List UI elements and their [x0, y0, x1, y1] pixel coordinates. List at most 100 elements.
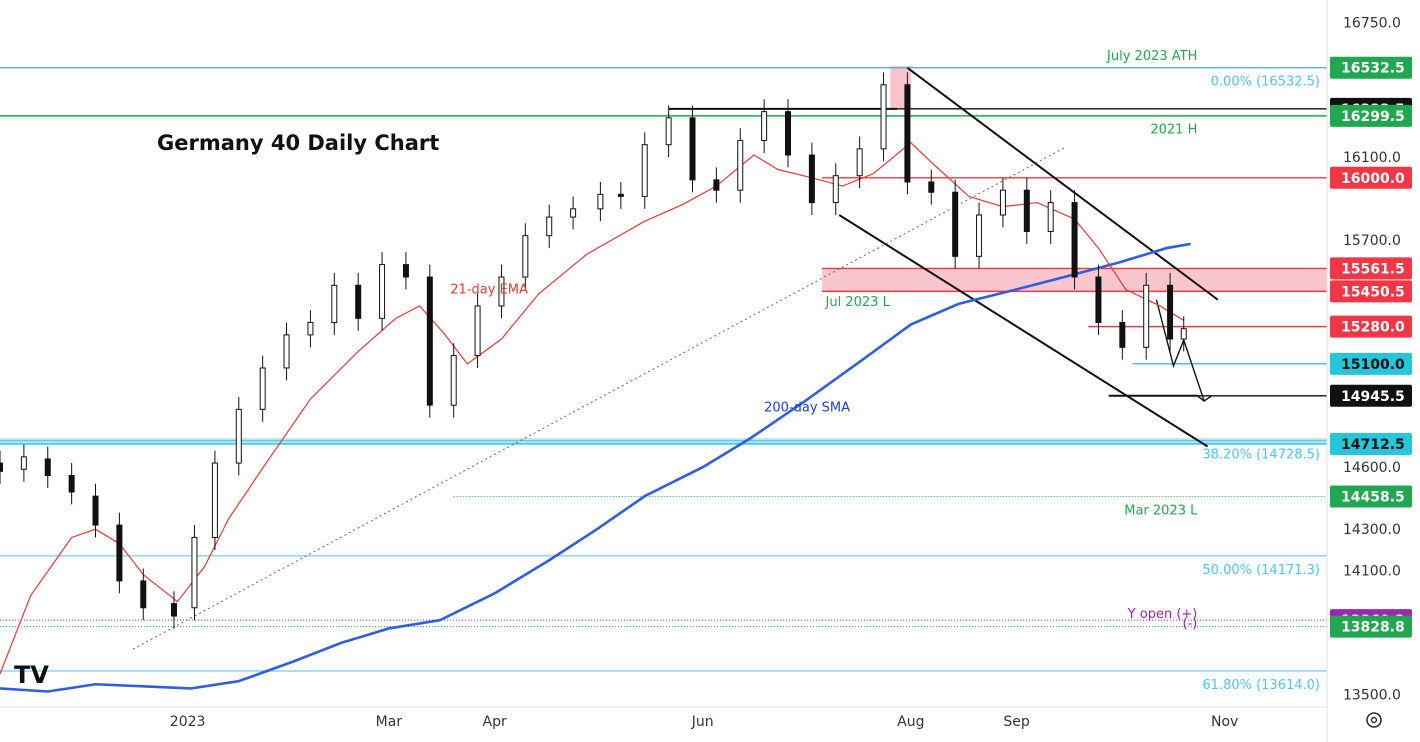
- annotation-2: Mar 2023 L: [1124, 504, 1198, 519]
- candle-body-7: [170, 603, 177, 617]
- candle-body-27: [641, 144, 648, 197]
- candle-body-24: [570, 208, 577, 218]
- trendline-channel-lower: [838, 214, 1209, 448]
- candle-body-6: [140, 580, 147, 609]
- x-tick-label-4: Aug: [897, 714, 924, 730]
- candle-body-20: [474, 305, 481, 357]
- price-badges: 16532.516333.516299.516000.015561.515450…: [1330, 56, 1412, 638]
- candle-body-46: [1095, 276, 1102, 323]
- candle-body-11: [259, 367, 266, 410]
- sma-200-line: [0, 242, 1191, 693]
- candle-body-13: [307, 321, 314, 336]
- y-tick-label-3: 14600.0: [1343, 460, 1401, 476]
- y-tick-label-0: 16750.0: [1343, 16, 1401, 32]
- y-tick-label-5: 14100.0: [1343, 564, 1401, 580]
- fib-label-1: 38.20% (14728.5): [1202, 448, 1320, 463]
- price-badge-label-6: 15280.0: [1341, 320, 1405, 336]
- price-badge-6: [1330, 315, 1412, 338]
- x-tick-label-5: Sep: [1003, 714, 1030, 730]
- candle-body-31: [737, 140, 744, 191]
- candle-body-18: [426, 276, 433, 406]
- x-tick-label-2: Apr: [483, 714, 507, 730]
- price-badge-9: [1330, 432, 1412, 455]
- candle-body-33: [785, 111, 792, 156]
- price-badge-2: [1330, 104, 1412, 127]
- trendline-channel-upper: [906, 67, 1219, 301]
- candle-body-22: [522, 235, 529, 278]
- candle-body-26: [617, 193, 624, 197]
- y-tick-label-1: 16100.0: [1343, 150, 1401, 166]
- candle-body-25: [597, 193, 604, 210]
- candle-body-43: [1023, 189, 1030, 233]
- candle-body-35: [832, 175, 839, 204]
- price-badge-4: [1330, 257, 1412, 280]
- tradingview-logo[interactable]: TV: [14, 661, 49, 689]
- candle-body-21: [498, 276, 505, 307]
- candle-body-2: [44, 458, 51, 476]
- annotation-6: 21-day EMA: [450, 283, 528, 298]
- price-badge-3: [1330, 166, 1412, 189]
- candle-body-38: [904, 84, 911, 183]
- x-tick-label-6: Nov: [1211, 714, 1238, 730]
- annotation-1: 2021 H: [1150, 122, 1197, 137]
- candle-body-40: [952, 191, 959, 257]
- price-badge-label-4: 15561.5: [1341, 261, 1405, 277]
- time-axis[interactable]: 2023 Mar Apr Jun Aug Sep Nov: [170, 714, 1239, 730]
- price-badge-label-0: 16532.5: [1341, 61, 1405, 77]
- price-badge-10: [1330, 485, 1412, 508]
- candle-body-16: [379, 264, 386, 319]
- price-badge-7: [1330, 352, 1412, 375]
- price-badge-label-10: 14458.5: [1341, 489, 1405, 505]
- candle-body-37: [880, 84, 887, 150]
- candle-body-36: [856, 148, 863, 177]
- projection-arrowhead: [1195, 394, 1212, 402]
- candle-body-0: [0, 462, 3, 472]
- candle-body-47: [1119, 321, 1126, 348]
- trendline-rising-support: [132, 147, 1065, 650]
- fib-label-2: 50.00% (14171.3): [1202, 563, 1320, 578]
- candle-body-3: [68, 474, 75, 493]
- candle-body-30: [713, 179, 720, 191]
- candle-body-9: [211, 462, 218, 538]
- candle-body-10: [235, 408, 242, 464]
- candle-body-28: [665, 117, 672, 146]
- candle-body-39: [928, 181, 935, 193]
- chart-title: Germany 40 Daily Chart: [157, 131, 439, 155]
- trendlines-layer: [132, 67, 1219, 650]
- candle-body-1: [20, 456, 27, 470]
- candle-body-34: [808, 154, 815, 204]
- candle-body-19: [450, 355, 457, 406]
- annotation-3: Y open (+): [1127, 607, 1198, 622]
- candle-body-4: [92, 495, 99, 526]
- candle-body-50: [1180, 328, 1187, 340]
- projection-path: [1155, 299, 1205, 402]
- price-badge-label-12: 13828.8: [1341, 620, 1405, 636]
- candle-body-48: [1143, 284, 1150, 348]
- candle-body-5: [116, 524, 123, 582]
- candle-body-32: [761, 111, 768, 142]
- y-tick-label-2: 15700.0: [1343, 233, 1401, 249]
- annotation-4: (-): [1183, 616, 1198, 631]
- levels-layer: [0, 67, 1327, 672]
- candle-body-14: [331, 284, 338, 323]
- candles-layer: [0, 72, 1187, 629]
- price-badge-8: [1330, 384, 1412, 407]
- candle-body-23: [546, 216, 553, 237]
- candle-body-41: [976, 214, 983, 257]
- annotation-7: 200-day SMA: [764, 400, 850, 415]
- candle-body-29: [689, 117, 696, 181]
- annotation-0: July 2023 ATH: [1106, 49, 1197, 64]
- x-tick-label-3: Jun: [691, 714, 714, 730]
- price-badge-label-8: 14945.5: [1341, 389, 1405, 405]
- price-badge-12: [1330, 615, 1412, 638]
- gear-icon[interactable]: [1366, 712, 1382, 728]
- y-tick-label-4: 14300.0: [1343, 522, 1401, 538]
- price-axis[interactable]: 16750.0 16100.0 15700.0 14600.0 14300.0 14100…: [1343, 16, 1401, 704]
- price-badge-label-5: 15450.5: [1341, 284, 1405, 300]
- x-tick-label-0: 2023: [170, 714, 206, 730]
- y-tick-label-6: 13500.0: [1343, 688, 1401, 704]
- price-badge-0: [1330, 56, 1412, 79]
